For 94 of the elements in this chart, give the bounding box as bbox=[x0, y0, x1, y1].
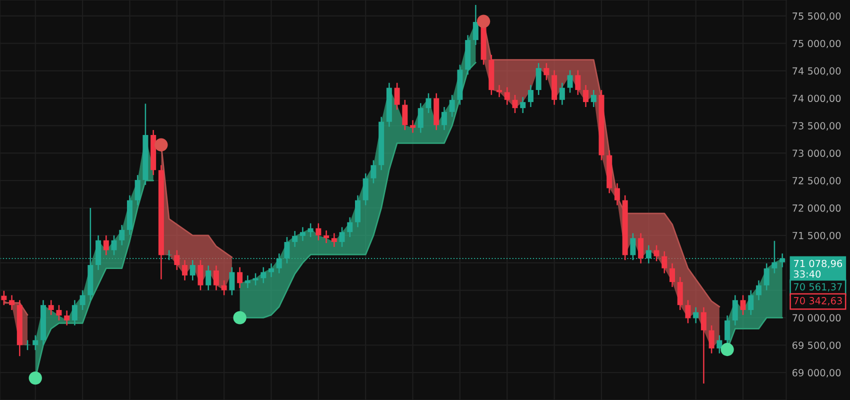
y-tick-label: 75 500,00 bbox=[792, 12, 841, 21]
candlestick bbox=[724, 314, 730, 346]
y-tick-label: 69 500,00 bbox=[792, 342, 841, 350]
candlestick bbox=[662, 250, 668, 274]
candlestick bbox=[402, 99, 408, 131]
candlestick bbox=[638, 232, 644, 264]
y-tick-label: 74 500,00 bbox=[792, 67, 841, 76]
candlestick bbox=[748, 290, 754, 316]
candlestick bbox=[268, 262, 274, 278]
candlestick bbox=[677, 276, 683, 311]
candlestick bbox=[544, 62, 550, 81]
candlestick bbox=[449, 94, 455, 118]
text: 33:40 bbox=[794, 270, 821, 278]
candlestick bbox=[134, 174, 140, 206]
candlestick bbox=[260, 266, 266, 284]
candlestick bbox=[716, 334, 722, 354]
candlestick bbox=[198, 259, 204, 291]
candlestick bbox=[685, 300, 691, 324]
candlestick bbox=[1, 290, 7, 306]
candlestick bbox=[80, 290, 86, 311]
candlestick bbox=[559, 82, 565, 106]
candlestick bbox=[119, 224, 125, 246]
y-tick-label: 72 000,00 bbox=[792, 204, 841, 213]
y-tick-label: 69 000,00 bbox=[792, 369, 841, 378]
candlestick bbox=[410, 120, 416, 134]
candlestick bbox=[292, 230, 298, 248]
candlestick bbox=[441, 106, 447, 131]
candlestick bbox=[528, 84, 534, 108]
candlestick bbox=[237, 266, 243, 289]
y-tick-label: 71 500,00 bbox=[792, 232, 841, 240]
candlestick bbox=[244, 274, 250, 289]
candlestick bbox=[370, 160, 376, 184]
candlestick bbox=[520, 96, 526, 114]
candlestick bbox=[654, 244, 660, 262]
candlestick bbox=[72, 300, 78, 326]
candlestick bbox=[64, 310, 70, 326]
candlestick bbox=[32, 334, 38, 351]
candlestick bbox=[394, 82, 400, 110]
candlestick bbox=[182, 259, 188, 282]
candlestick bbox=[504, 86, 510, 106]
candlestick bbox=[316, 222, 322, 241]
candlestick bbox=[221, 280, 227, 296]
candlestick bbox=[693, 306, 699, 324]
candlestick bbox=[354, 194, 360, 228]
candlestick bbox=[103, 234, 109, 256]
candlestick bbox=[347, 216, 353, 238]
candlestick bbox=[213, 264, 219, 291]
candlestick bbox=[308, 222, 314, 238]
y-tick-label: 70 000,00 bbox=[792, 314, 841, 323]
candlestick bbox=[732, 294, 738, 326]
candlestick bbox=[740, 294, 746, 316]
point bbox=[720, 342, 734, 356]
candlestick bbox=[512, 94, 518, 114]
candlestick bbox=[708, 324, 714, 354]
candlestick bbox=[764, 262, 770, 291]
candlestick bbox=[575, 70, 581, 96]
y-tick-label: 72 500,00 bbox=[792, 177, 841, 186]
ref-line-label: 71 078,96 bbox=[794, 260, 842, 268]
y-tick-label: 74 000,00 bbox=[792, 94, 841, 104]
point bbox=[476, 14, 490, 28]
candlestick bbox=[190, 259, 196, 282]
candlestick bbox=[331, 232, 337, 248]
point bbox=[233, 311, 246, 324]
candlestick bbox=[339, 226, 345, 248]
text: 70 561,37 bbox=[794, 283, 842, 292]
candlestick bbox=[418, 102, 424, 134]
candlestick bbox=[590, 89, 596, 108]
candlestick bbox=[756, 280, 762, 301]
candlestick bbox=[362, 172, 368, 206]
candlestick bbox=[48, 300, 54, 316]
candlestick bbox=[229, 266, 235, 296]
candlestick bbox=[252, 272, 258, 286]
candlestick bbox=[614, 182, 620, 206]
candlestick bbox=[324, 230, 330, 244]
candlestick bbox=[426, 92, 432, 114]
candlestick bbox=[583, 84, 589, 108]
candlestick bbox=[700, 306, 706, 384]
candlestick bbox=[300, 226, 306, 242]
y-tick-label: 73 500,00 bbox=[792, 122, 841, 130]
candlestick bbox=[284, 236, 290, 264]
candlestick bbox=[669, 262, 675, 288]
text: 70 342,63 bbox=[794, 297, 842, 306]
candlestick bbox=[496, 84, 502, 98]
candlestick bbox=[472, 4, 478, 46]
candlestick bbox=[111, 234, 117, 256]
candlestick bbox=[174, 250, 180, 271]
y-tick-label: 75 000,00 bbox=[792, 40, 841, 48]
y-tick-label: 73 000,00 bbox=[792, 150, 841, 158]
point bbox=[154, 138, 168, 152]
candlestick bbox=[567, 70, 573, 94]
candlestick bbox=[536, 62, 542, 96]
point bbox=[28, 371, 42, 385]
candlestick bbox=[206, 264, 212, 291]
candlestick bbox=[56, 304, 62, 322]
